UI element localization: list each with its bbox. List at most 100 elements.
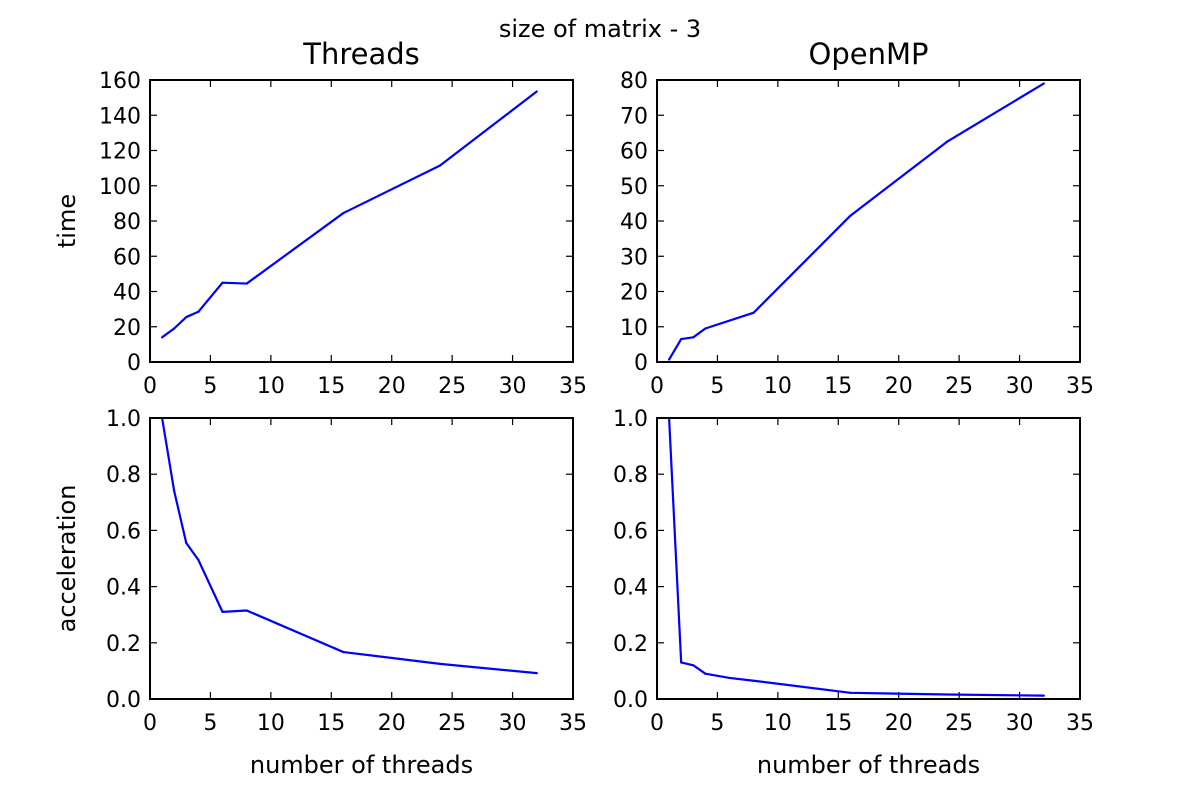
x-tick-label: 5 bbox=[710, 374, 724, 399]
x-tick-label: 20 bbox=[885, 711, 913, 736]
y-axis-label: time bbox=[53, 194, 81, 248]
data-point bbox=[342, 211, 345, 215]
data-point bbox=[692, 664, 695, 667]
y-tick-label: 0.0 bbox=[613, 688, 648, 713]
plot-frame bbox=[656, 417, 1081, 700]
data-point bbox=[438, 662, 442, 665]
data-point bbox=[185, 541, 188, 545]
x-tick-label: 15 bbox=[824, 711, 852, 736]
y-tick-label: 40 bbox=[620, 210, 648, 235]
y-tick-label: 0 bbox=[634, 351, 648, 376]
data-point bbox=[849, 214, 852, 217]
x-tick-label: 15 bbox=[824, 374, 852, 399]
y-tick-label: 160 bbox=[99, 69, 141, 94]
data-point bbox=[945, 140, 949, 143]
figure-suptitle: size of matrix - 3 bbox=[499, 15, 701, 43]
x-tick-label: 30 bbox=[499, 374, 527, 399]
data-point bbox=[704, 327, 707, 330]
y-tick-label: 140 bbox=[99, 104, 141, 129]
data-point bbox=[342, 650, 345, 654]
x-tick-label: 20 bbox=[378, 711, 406, 736]
x-tick-label: 35 bbox=[1066, 374, 1094, 399]
data-point bbox=[728, 676, 731, 680]
x-tick-label: 5 bbox=[203, 374, 217, 399]
data-point bbox=[160, 336, 164, 339]
data-point bbox=[221, 610, 224, 613]
y-tick-label: 1.0 bbox=[613, 407, 648, 432]
data-point bbox=[185, 315, 188, 319]
x-tick-label: 10 bbox=[257, 374, 285, 399]
y-tick-label: 70 bbox=[620, 104, 648, 129]
x-tick-label: 0 bbox=[143, 374, 157, 399]
x-tick-label: 15 bbox=[317, 711, 345, 736]
data-point bbox=[752, 311, 755, 314]
data-point bbox=[438, 164, 442, 167]
y-tick-label: 1.0 bbox=[106, 407, 141, 432]
x-tick-label: 5 bbox=[203, 711, 217, 736]
plot-frame bbox=[149, 417, 574, 700]
x-axis-label: number of threads bbox=[250, 751, 473, 779]
data-point bbox=[680, 337, 683, 341]
x-tick-label: 0 bbox=[650, 374, 664, 399]
y-tick-label: 0.8 bbox=[613, 463, 648, 488]
x-tick-label: 0 bbox=[650, 711, 664, 736]
data-point bbox=[945, 693, 949, 696]
data-point bbox=[680, 661, 683, 664]
y-tick-label: 80 bbox=[620, 69, 648, 94]
y-tick-label: 30 bbox=[620, 245, 648, 270]
x-tick-label: 35 bbox=[1066, 711, 1094, 736]
x-tick-label: 20 bbox=[885, 374, 913, 399]
x-tick-label: 25 bbox=[945, 374, 973, 399]
y-tick-label: 0.2 bbox=[613, 632, 648, 657]
y-tick-label: 0 bbox=[127, 351, 141, 376]
subplot-openmp-acceleration: 0 5 10 15 20 25 30 35 0.0 0.2 0.4 0.6 0.8 1.0 number o… bbox=[613, 407, 1094, 779]
x-tick-label: 0 bbox=[143, 711, 157, 736]
subplot-title: OpenMP bbox=[809, 37, 929, 71]
y-tick-label: 60 bbox=[113, 245, 141, 270]
y-tick-label: 0.4 bbox=[106, 576, 141, 601]
data-point bbox=[1042, 82, 1045, 85]
y-tick-label: 50 bbox=[620, 175, 648, 200]
x-tick-label: 30 bbox=[1006, 711, 1034, 736]
y-tick-label: 100 bbox=[99, 175, 141, 200]
subplot-threads-time: 0 5 10 15 20 25 30 35 0 20 40 60 80 100 120 140 160 Threa… bbox=[53, 37, 587, 399]
x-tick-label: 25 bbox=[438, 374, 466, 399]
y-tick-label: 60 bbox=[620, 140, 648, 165]
y-axis-label: acceleration bbox=[53, 485, 81, 633]
x-tick-label: 35 bbox=[559, 374, 587, 399]
plot-frame bbox=[149, 79, 574, 363]
x-tick-label: 30 bbox=[499, 711, 527, 736]
subplot-openmp-time: 0 5 10 15 20 25 30 35 0 10 20 30 40 50 60 70 80 OpenMP bbox=[620, 37, 1094, 399]
subplot-threads-acceleration: 0 5 10 15 20 25 30 35 0.0 0.2 0.4 0.6 0.8 1.0 number o… bbox=[53, 407, 587, 779]
data-point bbox=[173, 489, 176, 493]
y-tick-label: 10 bbox=[620, 316, 648, 341]
y-tick-label: 40 bbox=[113, 281, 141, 306]
x-tick-label: 20 bbox=[378, 374, 406, 399]
data-point bbox=[849, 691, 852, 694]
y-tick-label: 80 bbox=[113, 210, 141, 235]
data-point bbox=[667, 358, 671, 361]
y-tick-label: 20 bbox=[620, 281, 648, 306]
data-point bbox=[221, 281, 224, 284]
data-point bbox=[245, 609, 248, 612]
data-point bbox=[535, 90, 538, 93]
x-tick-label: 10 bbox=[764, 374, 792, 399]
data-point bbox=[197, 558, 200, 562]
x-axis-label: number of threads bbox=[757, 751, 980, 779]
x-tick-label: 30 bbox=[1006, 374, 1034, 399]
x-tick-label: 25 bbox=[438, 711, 466, 736]
y-tick-label: 0.4 bbox=[613, 576, 648, 601]
data-point bbox=[752, 679, 755, 682]
subplot-title: Threads bbox=[302, 37, 420, 71]
data-point bbox=[1042, 694, 1045, 697]
series-line bbox=[668, 82, 1045, 361]
x-tick-label: 25 bbox=[945, 711, 973, 736]
y-tick-label: 0.6 bbox=[106, 519, 141, 544]
data-point bbox=[245, 282, 248, 285]
y-tick-label: 0.0 bbox=[106, 688, 141, 713]
x-tick-label: 10 bbox=[257, 711, 285, 736]
y-tick-label: 20 bbox=[113, 316, 141, 341]
x-tick-label: 10 bbox=[764, 711, 792, 736]
